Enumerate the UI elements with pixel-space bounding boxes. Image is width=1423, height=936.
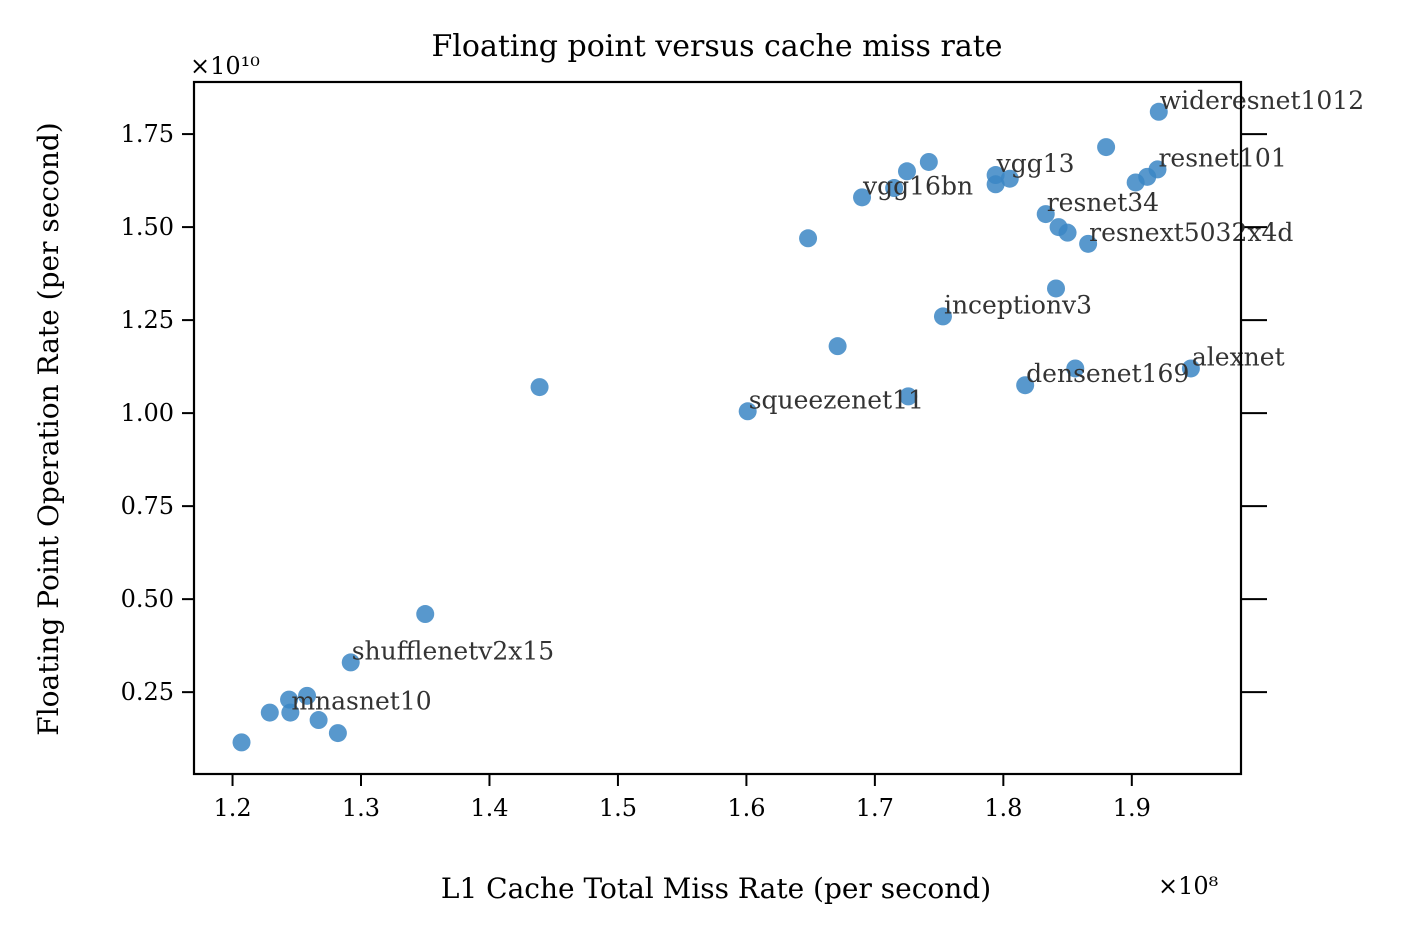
- data-point[interactable]: [341, 653, 360, 672]
- point-label: resnet101: [1158, 143, 1286, 172]
- data-point[interactable]: [1149, 102, 1168, 121]
- y-tick-label: 1.75: [121, 120, 174, 148]
- data-point[interactable]: [328, 724, 347, 743]
- data-point[interactable]: [280, 690, 299, 709]
- point-label: alexnet: [1192, 342, 1285, 371]
- plot-frame: [192, 80, 1243, 776]
- point-label: inceptionv3: [944, 290, 1092, 319]
- data-point[interactable]: [919, 152, 938, 171]
- y-tick-label: 0.50: [121, 585, 174, 613]
- x-tick-label: 1.7: [856, 794, 894, 822]
- x-tick-label: 1.2: [213, 794, 251, 822]
- y-multiplier-label: ×10¹⁰: [190, 52, 260, 80]
- data-point[interactable]: [260, 703, 279, 722]
- data-point[interactable]: [885, 179, 904, 198]
- x-multiplier-label: ×10⁸: [1158, 872, 1218, 900]
- x-tick-label: 1.6: [727, 794, 765, 822]
- data-point[interactable]: [309, 711, 328, 730]
- point-label: mnasnet10: [291, 687, 431, 716]
- point-labels: wideresnet1012 resnet101 vgg16bn vgg13 resne…: [291, 86, 1364, 716]
- data-point[interactable]: [828, 337, 847, 356]
- x-tick-label: 1.4: [470, 794, 508, 822]
- point-label: densenet169: [1026, 359, 1189, 388]
- data-point[interactable]: [530, 378, 549, 397]
- data-point[interactable]: [853, 188, 872, 207]
- data-point[interactable]: [232, 733, 251, 752]
- y-tick-label: 0.25: [121, 678, 174, 706]
- data-point[interactable]: [1000, 169, 1019, 188]
- y-axis-title: Floating Point Operation Rate (per secon…: [32, 122, 65, 735]
- y-tick-label: 1.00: [121, 399, 174, 427]
- data-point[interactable]: [1097, 138, 1116, 157]
- data-point[interactable]: [1066, 359, 1085, 378]
- data-point[interactable]: [799, 229, 818, 248]
- point-label: wideresnet1012: [1160, 86, 1364, 115]
- data-point[interactable]: [899, 387, 918, 406]
- data-point[interactable]: [1047, 279, 1066, 298]
- point-label: squeezenet11: [749, 385, 924, 414]
- chart-title: Floating point versus cache miss rate: [431, 29, 1002, 64]
- data-point[interactable]: [1181, 359, 1200, 378]
- y-tick-label: 0.75: [121, 492, 174, 520]
- data-point[interactable]: [1079, 234, 1098, 253]
- x-tick-label: 1.3: [342, 794, 380, 822]
- data-point[interactable]: [1036, 205, 1055, 224]
- data-point[interactable]: [1016, 376, 1035, 395]
- data-point[interactable]: [738, 402, 757, 421]
- y-tick-label: 1.50: [121, 213, 174, 241]
- x-axis-title: L1 Cache Total Miss Rate (per second): [441, 872, 991, 905]
- x-tick-label: 1.8: [984, 794, 1022, 822]
- data-point[interactable]: [281, 703, 300, 722]
- data-point[interactable]: [986, 175, 1005, 194]
- data-point[interactable]: [416, 605, 435, 624]
- point-label: resnext5032x4d: [1089, 218, 1293, 247]
- data-point[interactable]: [298, 686, 317, 705]
- y-tick-label: 1.25: [121, 306, 174, 334]
- x-tick-label: 1.5: [599, 794, 637, 822]
- data-points: [232, 102, 1200, 752]
- x-tick-label: 1.9: [1113, 794, 1151, 822]
- point-label: vgg16bn: [862, 171, 973, 200]
- point-label: resnet34: [1047, 188, 1159, 217]
- data-point[interactable]: [1126, 173, 1145, 192]
- point-label: shufflenetv2x15: [352, 636, 554, 665]
- axes: 1.2 1.3 1.4 1.5 1.6 1.7 1.8 1.9 0.25 0.50 0.75 1.00…: [121, 120, 1267, 822]
- data-point[interactable]: [897, 162, 916, 181]
- point-label: vgg13: [996, 149, 1075, 178]
- data-point[interactable]: [933, 307, 952, 326]
- data-point[interactable]: [1058, 223, 1077, 242]
